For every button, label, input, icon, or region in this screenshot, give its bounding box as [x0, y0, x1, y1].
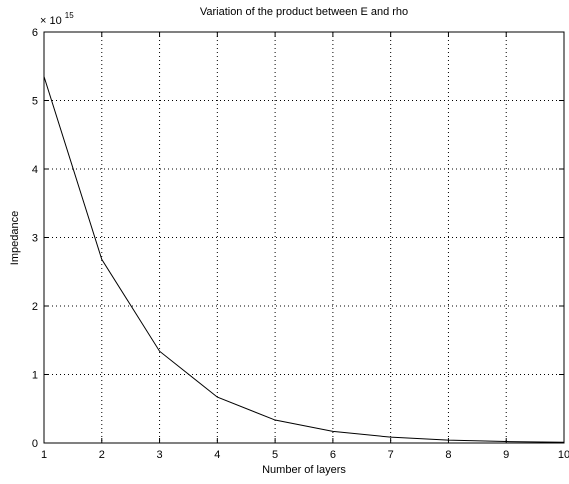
chart-title: Variation of the product between E and r…: [200, 6, 408, 18]
y-tick-label: 5: [32, 96, 38, 108]
x-tick-label: 2: [99, 449, 105, 461]
y-tick-label: 3: [32, 233, 38, 245]
x-tick-label: 8: [445, 449, 451, 461]
x-tick-label: 5: [272, 449, 278, 461]
y-axis-multiplier: × 10 15: [40, 11, 74, 27]
y-axis-multiplier-base: × 10: [40, 15, 62, 27]
series-line: [43, 76, 565, 443]
x-tick-label: 7: [388, 449, 394, 461]
tick-marks: [43, 31, 565, 444]
x-tick-label: 9: [503, 449, 509, 461]
x-axis-label: Number of layers: [262, 464, 346, 476]
x-tick-label: 4: [214, 449, 220, 461]
x-axis-tick-labels: 1 2 3 4 5 6 7 8 9 10: [41, 449, 569, 461]
series-layer: [43, 76, 565, 443]
y-axis-tick-labels: 0 1 2 3 4 5 6: [32, 27, 38, 450]
x-tick-label: 3: [156, 449, 162, 461]
y-tick-label: 0: [32, 438, 38, 450]
y-tick-label: 6: [32, 27, 38, 39]
y-tick-label: 2: [32, 301, 38, 313]
x-tick-label: 6: [330, 449, 336, 461]
x-tick-label: 10: [558, 449, 569, 461]
y-tick-label: 1: [32, 370, 38, 382]
y-axis-multiplier-exponent: 15: [65, 11, 74, 20]
y-axis-label: Impedance: [9, 211, 21, 265]
grid-lines: [44, 32, 564, 443]
x-tick-label: 1: [41, 449, 47, 461]
y-tick-label: 4: [32, 164, 38, 176]
